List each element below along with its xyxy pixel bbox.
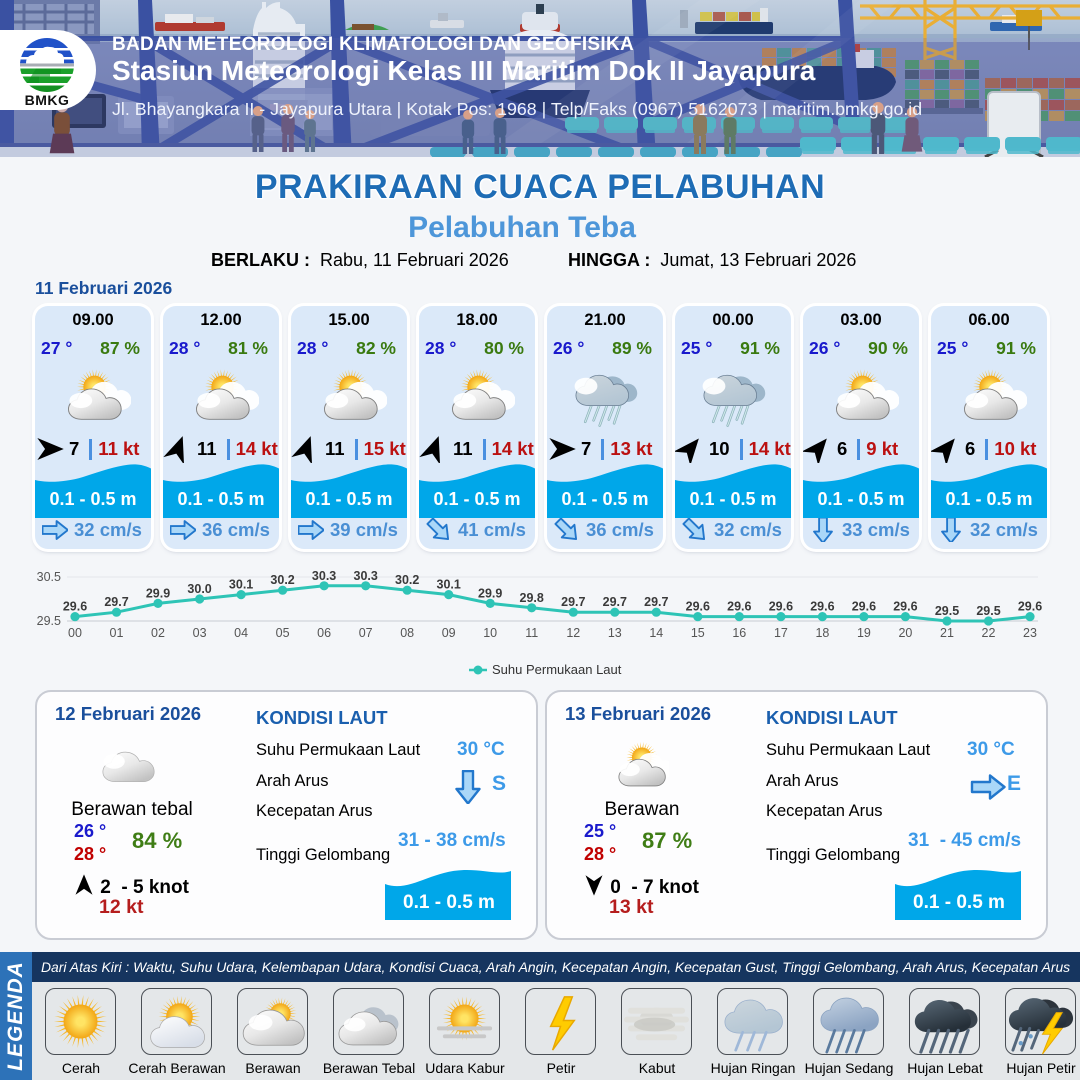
svg-text:13: 13 (608, 626, 622, 640)
svg-text:Suhu Permukaan Laut: Suhu Permukaan Laut (492, 662, 622, 677)
svg-text:30.2: 30.2 (395, 573, 419, 587)
svg-text:20: 20 (898, 626, 912, 640)
svg-text:22: 22 (982, 626, 996, 640)
svg-text:18: 18 (815, 626, 829, 640)
svg-text:04: 04 (234, 626, 248, 640)
svg-text:29.6: 29.6 (63, 600, 87, 614)
svg-text:16: 16 (732, 626, 746, 640)
svg-text:30.1: 30.1 (437, 578, 461, 592)
svg-text:30.5: 30.5 (37, 570, 61, 584)
svg-text:00: 00 (68, 626, 82, 640)
svg-text:08: 08 (400, 626, 414, 640)
svg-text:17: 17 (774, 626, 788, 640)
svg-text:29.6: 29.6 (727, 600, 751, 614)
svg-text:29.6: 29.6 (769, 600, 793, 614)
svg-text:29.6: 29.6 (686, 600, 710, 614)
svg-text:15: 15 (691, 626, 705, 640)
svg-text:29.6: 29.6 (1018, 600, 1042, 614)
svg-text:29.7: 29.7 (603, 595, 627, 609)
svg-text:29.6: 29.6 (810, 600, 834, 614)
svg-text:03: 03 (193, 626, 207, 640)
svg-text:30.0: 30.0 (187, 582, 211, 596)
svg-text:23: 23 (1023, 626, 1037, 640)
svg-text:30.3: 30.3 (312, 569, 336, 583)
svg-text:29.7: 29.7 (561, 595, 585, 609)
svg-text:10: 10 (483, 626, 497, 640)
svg-text:0.1 - 0.5 m: 0.1 - 0.5 m (403, 892, 495, 913)
svg-text:06: 06 (317, 626, 331, 640)
svg-text:21: 21 (940, 626, 954, 640)
svg-text:30.2: 30.2 (270, 573, 294, 587)
svg-text:29.6: 29.6 (893, 600, 917, 614)
svg-text:09: 09 (442, 626, 456, 640)
svg-text:30.3: 30.3 (354, 569, 378, 583)
svg-text:29.8: 29.8 (520, 591, 544, 605)
svg-text:29.6: 29.6 (852, 600, 876, 614)
svg-text:12: 12 (566, 626, 580, 640)
svg-text:11: 11 (525, 626, 538, 640)
svg-text:30.1: 30.1 (229, 578, 253, 592)
svg-text:29.5: 29.5 (37, 614, 61, 628)
svg-text:29.5: 29.5 (976, 604, 1000, 618)
svg-text:29.7: 29.7 (644, 595, 668, 609)
svg-text:07: 07 (359, 626, 373, 640)
svg-text:14: 14 (649, 626, 663, 640)
svg-text:02: 02 (151, 626, 165, 640)
svg-text:19: 19 (857, 626, 871, 640)
svg-text:29.7: 29.7 (104, 595, 128, 609)
svg-text:0.1 - 0.5 m: 0.1 - 0.5 m (913, 892, 1005, 913)
svg-text:01: 01 (110, 626, 124, 640)
svg-text:29.9: 29.9 (146, 586, 170, 600)
svg-text:05: 05 (276, 626, 290, 640)
svg-text:29.9: 29.9 (478, 586, 502, 600)
svg-text:29.5: 29.5 (935, 604, 959, 618)
